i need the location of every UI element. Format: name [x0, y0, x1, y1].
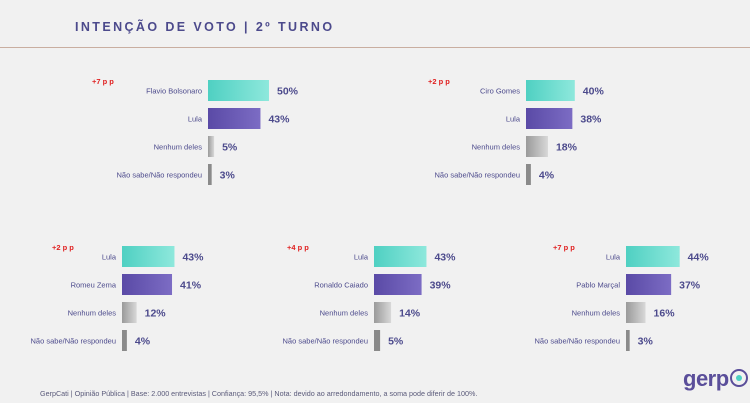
bar [122, 302, 137, 323]
bar [526, 164, 531, 185]
category-label: Nenhum deles [68, 309, 117, 318]
value-label: 41% [180, 280, 202, 292]
category-label: Flavio Bolsonaro [146, 87, 202, 96]
bar [374, 246, 427, 267]
value-label: 5% [388, 336, 404, 348]
page-title: INTENÇÃO DE VOTO | 2º TURNO [75, 20, 335, 34]
value-label: 5% [222, 142, 238, 154]
category-label: Ronaldo Caiado [314, 281, 368, 290]
category-label: Lula [506, 115, 521, 124]
bar [626, 302, 646, 323]
bar [526, 80, 575, 101]
chart-svg: +2 p p Ciro Gomes 40% Lula 38% Nenhum deles 18… [428, 77, 605, 185]
value-label: 43% [268, 114, 290, 126]
category-label: Lula [354, 253, 369, 262]
delta-label: +7 p p [92, 77, 114, 86]
bar [208, 108, 261, 129]
bar [208, 136, 215, 157]
value-label: 39% [430, 280, 452, 292]
value-label: 3% [220, 170, 236, 182]
chart-ciro-vs-lula: +2 p p Ciro Gomes 40% Lula 38% Nenhum deles 18… [318, 70, 618, 188]
chart-flavio-vs-lula: +7 p p Flavio Bolsonaro 50% Lula 43% Nenhum d… [0, 70, 310, 188]
delta-label: +7 p p [553, 243, 575, 252]
bar [122, 246, 175, 267]
bar [122, 330, 127, 351]
chart-svg: +2 p p Lula 43% Romeu Zema 41% Nenhum deles 12… [31, 243, 204, 351]
value-label: 40% [583, 86, 605, 98]
chart-lula-vs-marcal: +7 p p Lula 44% Pablo Marçal 37% Nenhum deles… [503, 236, 743, 354]
footer-note: GerpCati | Opinião Pública | Base: 2.000… [40, 389, 478, 398]
value-label: 16% [654, 308, 676, 320]
category-label: Nenhum deles [472, 143, 521, 152]
value-label: 50% [277, 86, 299, 98]
chart-svg: +7 p p Lula 44% Pablo Marçal 37% Nenhum deles… [535, 243, 710, 351]
category-label: Não sabe/Não respondeu [535, 337, 620, 346]
chart-svg: +7 p p Flavio Bolsonaro 50% Lula 43% Nenhum d… [92, 77, 299, 185]
bar [374, 274, 422, 295]
category-label: Lula [188, 115, 203, 124]
delta-label: +2 p p [428, 77, 450, 86]
bar [208, 164, 212, 185]
value-label: 37% [679, 280, 701, 292]
category-label: Lula [606, 253, 621, 262]
value-label: 4% [135, 336, 151, 348]
value-label: 38% [580, 114, 602, 126]
category-label: Nenhum deles [154, 143, 203, 152]
bar [374, 302, 392, 323]
category-label: Não sabe/Não respondeu [31, 337, 116, 346]
chart-svg: +4 p p Lula 43% Ronaldo Caiado 39% Nenhum del… [283, 243, 456, 351]
bar [626, 274, 672, 295]
chart-lula-vs-zema: +2 p p Lula 43% Romeu Zema 41% Nenhum deles 12… [0, 236, 240, 354]
category-label: Não sabe/Não respondeu [435, 171, 520, 180]
logo-mark-icon [729, 369, 748, 387]
value-label: 43% [434, 252, 456, 264]
value-label: 12% [145, 308, 167, 320]
bar [626, 330, 630, 351]
bar [374, 330, 381, 351]
bar [526, 108, 573, 129]
value-label: 3% [638, 336, 654, 348]
category-label: Pablo Marçal [576, 281, 620, 290]
bar [626, 246, 680, 267]
category-label: Nenhum deles [320, 309, 369, 318]
category-label: Ciro Gomes [480, 87, 520, 96]
category-label: Não sabe/Não respondeu [117, 171, 202, 180]
gerp-logo: gerp [683, 366, 748, 392]
title-divider [0, 47, 750, 48]
value-label: 44% [688, 252, 710, 264]
category-label: Lula [102, 253, 117, 262]
category-label: Romeu Zema [71, 281, 117, 290]
delta-label: +2 p p [52, 243, 74, 252]
bar [208, 80, 269, 101]
category-label: Não sabe/Não respondeu [283, 337, 368, 346]
value-label: 4% [539, 170, 555, 182]
category-label: Nenhum deles [572, 309, 621, 318]
bar [526, 136, 548, 157]
chart-lula-vs-caiado: +4 p p Lula 43% Ronaldo Caiado 39% Nenhum del… [247, 236, 487, 354]
bar [122, 274, 173, 295]
value-label: 43% [182, 252, 204, 264]
value-label: 14% [399, 308, 421, 320]
value-label: 18% [556, 142, 578, 154]
delta-label: +4 p p [287, 243, 309, 252]
